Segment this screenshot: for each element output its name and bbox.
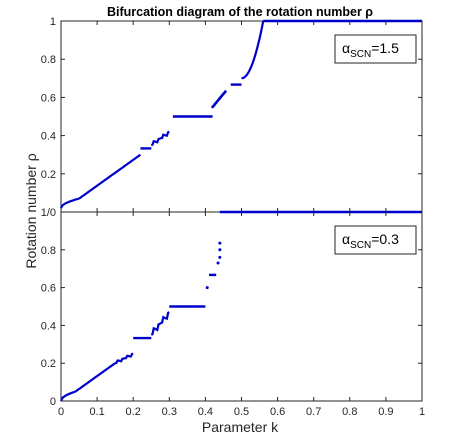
y-tick-label-top: 1/0: [41, 207, 56, 219]
data-point: [218, 255, 222, 259]
x-tick-label: 0.9: [378, 406, 393, 418]
x-tick-label: 0.5: [234, 406, 249, 418]
data-point: [205, 286, 209, 290]
bottom-legend-sub: SCN: [350, 240, 371, 251]
bottom-legend-value: =0.3: [371, 231, 399, 247]
rotation-number-segment: [114, 352, 134, 365]
bottom-series: [59, 210, 422, 402]
y-tick-label: 1: [50, 16, 56, 28]
y-tick-label: 0.8: [41, 245, 56, 257]
y-tick-label: 0.6: [41, 92, 56, 104]
rotation-number-segment: [59, 390, 76, 402]
rotation-number-segment: [74, 362, 116, 393]
y-tick-label: 0.4: [41, 131, 56, 143]
data-point: [216, 261, 220, 265]
rotation-number-segment: [78, 153, 142, 200]
x-tick-label: 1: [419, 406, 425, 418]
bottom-legend-symbol: α: [342, 231, 350, 247]
x-tick-label: 0.1: [89, 406, 104, 418]
top-legend-symbol: α: [342, 40, 350, 56]
y-axis-label: Rotation number ρ: [23, 153, 39, 268]
x-tick-label: 0.7: [306, 406, 321, 418]
chart-title: Bifurcation diagram of the rotation numb…: [107, 5, 373, 19]
data-point: [218, 241, 222, 245]
x-tick-label: 0.4: [198, 406, 213, 418]
bottom-legend: αSCN=0.3: [334, 225, 417, 255]
rotation-number-segment: [150, 311, 170, 336]
top-legend-text: αSCN=1.5: [342, 40, 399, 60]
x-ticks: 0 0.1 0.2 0.3 0.4 0.5 0.6 0.7 0.8 0.9 1: [58, 21, 425, 418]
y-tick-label: 0.6: [41, 283, 56, 295]
x-tick-label: 0.8: [342, 406, 357, 418]
y-tick-label: 0.4: [41, 320, 56, 332]
top-y-ticks: 0.2 0.4 0.6 0.8 1: [41, 16, 422, 181]
data-point: [218, 248, 222, 252]
x-axis-label: Parameter k: [202, 419, 279, 435]
y-tick-label: 0.2: [41, 169, 56, 181]
top-legend-box: [334, 34, 417, 64]
rotation-number-segment: [241, 20, 265, 80]
bottom-y-ticks: 0 0.2 0.4 0.6 0.8 1/0: [41, 207, 422, 408]
y-tick-label: 0: [50, 396, 56, 408]
top-series: [60, 19, 422, 209]
top-legend-sub: SCN: [350, 49, 371, 60]
data-point: [223, 90, 227, 94]
x-tick-label: 0.6: [270, 406, 285, 418]
x-tick-label: 0.2: [126, 406, 141, 418]
x-tick-label: 0.3: [162, 406, 177, 418]
x-tick-label: 0: [58, 406, 64, 418]
top-panel: 0.2 0.4 0.6 0.8 1 αSCN=1.5: [41, 16, 423, 213]
top-legend: αSCN=1.5: [334, 34, 417, 64]
rotation-number-segment: [150, 130, 170, 147]
bottom-panel: 0 0.2 0.4 0.6 0.8 1/0 αSCN=0.3: [41, 207, 423, 408]
rotation-number-segment: [60, 197, 80, 209]
y-tick-label: 0.8: [41, 54, 56, 66]
top-legend-value: =1.5: [371, 40, 399, 56]
y-tick-label: 0.2: [41, 358, 56, 370]
bottom-legend-text: αSCN=0.3: [342, 231, 399, 251]
bottom-legend-box: [334, 225, 417, 255]
